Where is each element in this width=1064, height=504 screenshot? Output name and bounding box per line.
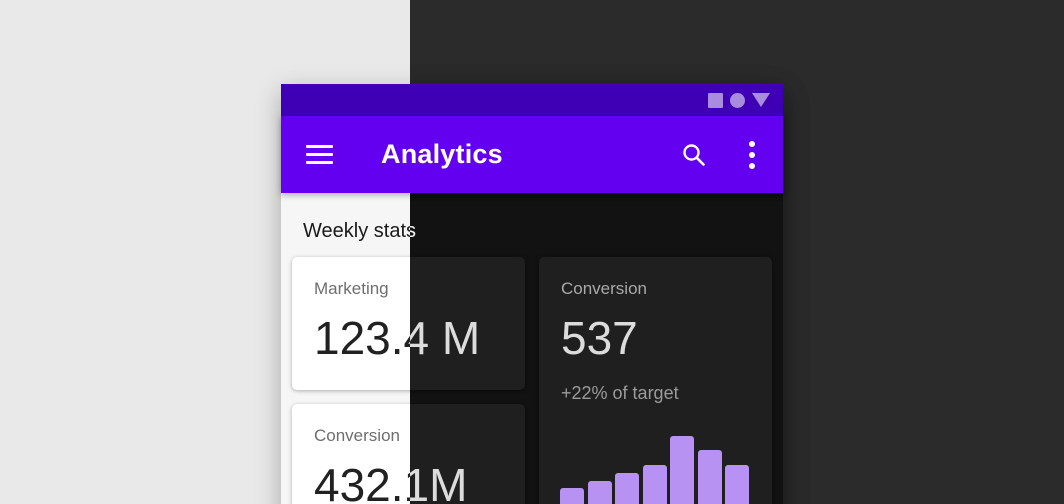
bar xyxy=(587,481,612,504)
stat-card-conversion-total[interactable]: Conversion 432.1M xyxy=(410,404,525,504)
bar-chart xyxy=(560,436,749,504)
app-title: Analytics xyxy=(381,139,503,169)
search-icon[interactable] xyxy=(681,142,707,168)
status-bar xyxy=(281,84,783,116)
card-label: Conversion xyxy=(561,279,647,298)
card-value: 123.4 M xyxy=(410,312,525,364)
status-square-icon xyxy=(708,92,723,108)
card-value: 537 xyxy=(561,312,638,364)
menu-icon[interactable] xyxy=(306,144,333,165)
section-heading: Weekly stats xyxy=(303,220,416,242)
card-value: 432.1M xyxy=(410,459,525,504)
bar xyxy=(560,488,584,504)
app-bar-actions xyxy=(681,140,783,169)
bar xyxy=(615,473,639,504)
card-subtitle: +22% of target xyxy=(561,383,679,403)
content-area: Weekly stats Marketing 123.4 M Conversio… xyxy=(410,193,783,504)
bar xyxy=(697,450,722,504)
section-heading: Weekly stats xyxy=(410,220,783,243)
status-circle-icon xyxy=(730,92,745,108)
overflow-menu-icon[interactable] xyxy=(747,140,757,169)
app-bar: Analytics xyxy=(281,116,783,193)
stat-card-marketing[interactable]: Marketing 123.4 M xyxy=(410,257,525,390)
card-label: Marketing xyxy=(314,279,389,298)
bar xyxy=(642,465,667,504)
card-label: Conversion xyxy=(314,426,400,445)
bar xyxy=(670,436,694,504)
status-triangle-icon xyxy=(752,93,770,107)
bar xyxy=(725,465,749,504)
stat-card-conversion-chart[interactable]: Conversion 537 +22% of target xyxy=(539,257,772,504)
